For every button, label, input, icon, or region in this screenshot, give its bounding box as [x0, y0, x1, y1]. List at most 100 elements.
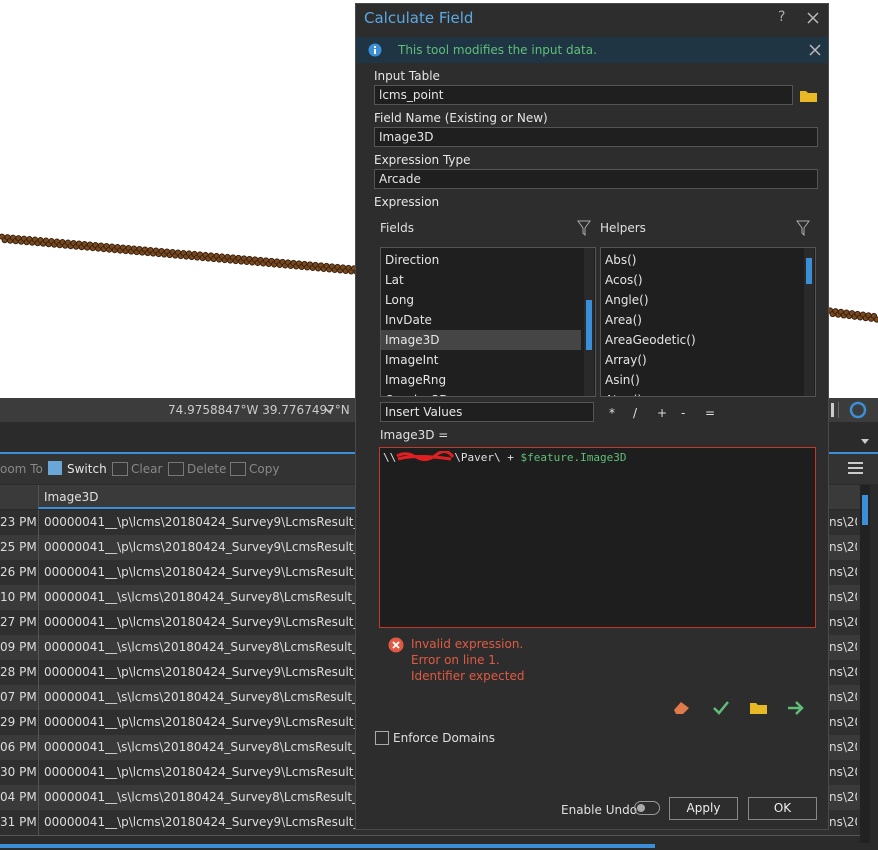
field-item[interactable]: ImageRng: [385, 373, 447, 387]
fields-label: Fields: [380, 221, 414, 235]
field-item[interactable]: Overlay3D: [381, 390, 581, 396]
target-label: Image3D =: [380, 428, 449, 442]
route-point: [873, 316, 878, 323]
help-button[interactable]: ?: [778, 9, 786, 25]
delete[interactable]: Delete: [187, 462, 227, 476]
label: Input Table: [374, 69, 440, 83]
helpers-list[interactable]: Abs() Acos() Angle() Area() AreaGeodetic() Ar…: [600, 247, 816, 397]
info-icon: [368, 43, 382, 57]
switch[interactable]: Switch: [67, 462, 107, 476]
helper-item[interactable]: Asin(): [605, 373, 640, 387]
cell: ns\201: [829, 790, 857, 804]
helper-item[interactable]: Array(): [605, 353, 647, 367]
menu[interactable]: [848, 461, 864, 475]
label: Expression: [374, 195, 440, 209]
clear-icon: [112, 462, 128, 476]
filter[interactable]: [796, 220, 810, 236]
calculate-field-dialog: Calculate Field ? This tool modifies the…: [355, 3, 829, 830]
route-line: [0, 233, 878, 323]
info-bar: This tool modifies the input data.: [356, 37, 828, 63]
cell: 04 PM: [0, 790, 36, 804]
helper-item[interactable]: Atan(): [601, 390, 801, 396]
cell: 00000041__\p\lcms\20180424_Survey9\LcmsR…: [44, 615, 355, 629]
zoom-to[interactable]: oom To: [0, 462, 43, 476]
checkbox[interactable]: [375, 731, 389, 745]
error-text: Identifier expected: [411, 669, 525, 683]
cell: ns\201: [829, 715, 857, 729]
divider: [38, 810, 39, 835]
operator-button[interactable]: +: [657, 406, 668, 420]
expression-type[interactable]: Arcade: [374, 169, 818, 189]
operator-button[interactable]: *: [609, 406, 615, 420]
cell: 00000041__\p\lcms\20180424_Survey9\LcmsR…: [44, 540, 355, 554]
operator-button[interactable]: /: [633, 406, 638, 420]
cell: 25 PM: [0, 540, 36, 554]
divider: [38, 760, 39, 785]
map-tools[interactable]: [828, 401, 878, 419]
operator-button[interactable]: =: [705, 406, 716, 420]
field-item[interactable]: Long: [385, 293, 415, 307]
fields-list[interactable]: Direction Lat Long InvDate Image3D ImageInt Im…: [380, 247, 596, 397]
cell: 00000041__\p\lcms\20180424_Survey9\LcmsR…: [44, 515, 355, 529]
cell: 29 PM: [0, 715, 36, 729]
cell: ns\201: [829, 740, 857, 754]
helper-item[interactable]: Angle(): [605, 293, 649, 307]
insert-values[interactable]: Insert Values: [380, 402, 594, 422]
expression-editor[interactable]: \\ \Paver\ + $feature.Image3D: [379, 447, 816, 628]
cell: ns\201: [829, 590, 857, 604]
table-scrollbar[interactable]: [860, 485, 870, 843]
dropdown-arrow[interactable]: [860, 438, 870, 446]
apply-button[interactable]: Apply: [669, 797, 738, 820]
close-button[interactable]: [807, 12, 819, 24]
cell: 31 PM: [0, 815, 36, 829]
helper-item[interactable]: Area(): [605, 313, 642, 327]
info-text: This tool modifies the input data.: [398, 43, 597, 57]
cell: 00000041__\s\lcms\20180424_Survey8\LcmsR…: [44, 740, 355, 754]
label: Expression Type: [374, 153, 471, 167]
clear[interactable]: Clear: [131, 462, 163, 476]
code: \Paver\ +: [454, 451, 521, 464]
field-item[interactable]: Image3D: [381, 330, 581, 350]
expression-tools[interactable]: [672, 698, 812, 718]
column-header[interactable]: Image3D: [44, 490, 99, 504]
cell: 07 PM: [0, 690, 36, 704]
ok-button[interactable]: OK: [748, 797, 817, 820]
field-item[interactable]: InvDate: [385, 313, 432, 327]
cell: ns\201: [829, 540, 857, 554]
divider: [38, 735, 39, 760]
cell: ns\201: [829, 665, 857, 679]
info-close[interactable]: [809, 44, 821, 56]
switch-icon: [48, 461, 62, 475]
cell: ns\201: [829, 565, 857, 579]
cell: 00000041__\p\lcms\20180424_Survey9\LcmsR…: [44, 815, 355, 829]
enforce-domains: Enforce Domains: [393, 731, 496, 745]
filter[interactable]: [577, 220, 591, 236]
field-item[interactable]: Lat: [385, 273, 404, 287]
input-table[interactable]: lcms_point: [374, 85, 793, 105]
copy[interactable]: Copy: [249, 462, 280, 476]
divider: [38, 660, 39, 685]
field-item[interactable]: ImageInt: [385, 353, 439, 367]
divider: [38, 510, 39, 535]
divider: [38, 635, 39, 660]
chevron[interactable]: [323, 404, 335, 416]
cell: ns\201: [829, 515, 857, 529]
cell: 09 PM: [0, 640, 36, 654]
cell: 00000041__\s\lcms\20180424_Survey8\LcmsR…: [44, 690, 355, 704]
helper-item[interactable]: AreaGeodetic(): [605, 333, 696, 347]
operator-button[interactable]: -: [681, 406, 686, 420]
error-icon: [388, 637, 404, 653]
cell: ns\201: [829, 615, 857, 629]
cell: 00000041__\p\lcms\20180424_Survey9\LcmsR…: [44, 565, 355, 579]
field-item[interactable]: Direction: [385, 253, 440, 267]
copy-icon: [230, 462, 246, 476]
field-name[interactable]: Image3D: [374, 127, 818, 147]
helpers-label: Helpers: [600, 221, 646, 235]
toggle[interactable]: [634, 801, 660, 815]
dialog-title: Calculate Field: [364, 9, 474, 27]
helper-item[interactable]: Abs(): [605, 253, 637, 267]
browse-folder[interactable]: [799, 88, 819, 103]
helper-item[interactable]: Acos(): [605, 273, 643, 287]
divider: [38, 785, 39, 810]
